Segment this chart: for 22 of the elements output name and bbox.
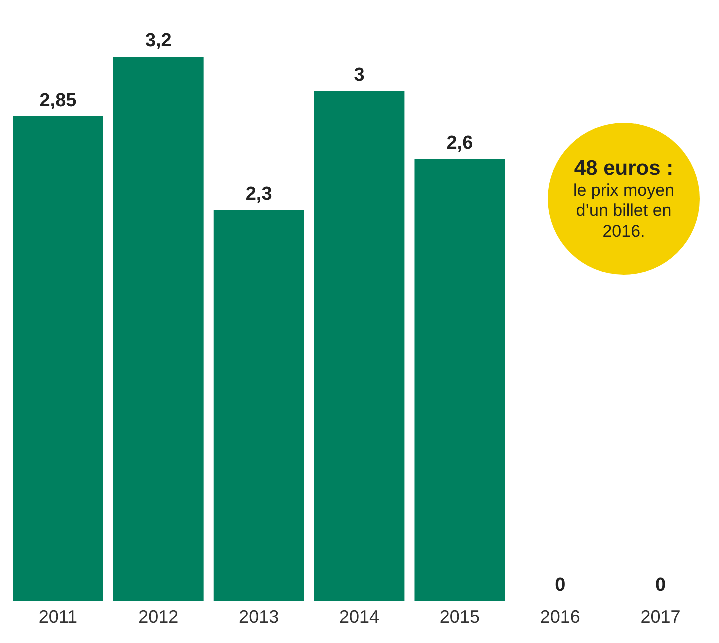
annotation: le prix moyen d’un billet en 2016. (572, 181, 676, 242)
x-tick-label: 2016 (540, 607, 580, 628)
annotation: 48 euros : (574, 156, 674, 181)
data-label: 0 (655, 575, 666, 596)
data-label: 2,6 (446, 132, 474, 154)
bar (314, 91, 405, 602)
x-tick-label: 2015 (440, 607, 480, 628)
data-label: 3 (354, 64, 365, 86)
bar (13, 116, 104, 602)
x-tick-label: 2014 (339, 607, 380, 628)
circle-badge: 48 euros : le prix moyen d’un billet en 2016. (548, 123, 700, 275)
bar (414, 159, 506, 602)
data-label: 2,85 (40, 90, 78, 112)
x-tick-label: 2013 (239, 607, 280, 628)
bar (214, 210, 304, 602)
x-tick-label: 2017 (640, 607, 681, 628)
data-label: 3,2 (145, 30, 172, 52)
x-tick-label: 2012 (138, 607, 179, 628)
data-label: 2,3 (246, 184, 272, 205)
x-tick-label: 2011 (38, 607, 78, 628)
bar (113, 56, 204, 602)
data-label: 0 (555, 575, 566, 596)
